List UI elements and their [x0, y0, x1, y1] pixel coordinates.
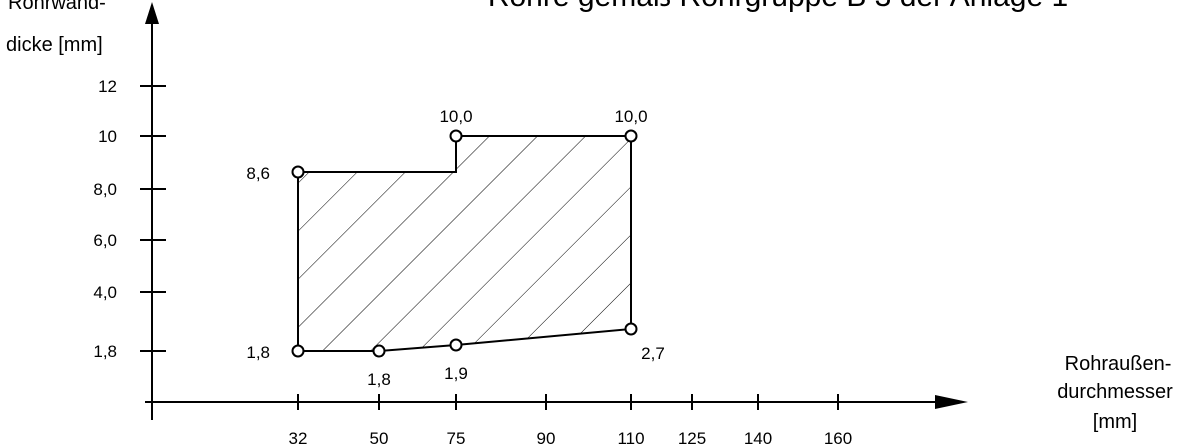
hatched-fill [298, 136, 631, 351]
boundary-point-label: 8,6 [246, 164, 270, 183]
boundary-point-label: 2,7 [641, 344, 665, 363]
y-tick-label: 8,0 [93, 180, 117, 199]
boundary-points: 1,8 1,8 1,9 2,7 10,0 10,0 8,6 [246, 107, 664, 389]
valid-range-area [297, 135, 632, 352]
boundary-point-label: 10,0 [614, 107, 647, 126]
diagram-title: Rohre gemäß Rohrgruppe B 3 der Anlage 1 [488, 0, 1068, 13]
boundary-point-label: 1,8 [246, 343, 270, 362]
boundary-point-label: 10,0 [439, 107, 472, 126]
y-axis-arrowhead [145, 2, 159, 24]
boundary-point-marker [291, 344, 305, 358]
boundary-point-marker [372, 344, 386, 358]
x-tick-label: 110 [617, 429, 644, 448]
x-axis-arrowhead [935, 395, 968, 409]
y-tick-label: 10 [98, 127, 117, 146]
boundary-point-label: 1,8 [367, 370, 391, 389]
y-tick-label: 4,0 [93, 283, 117, 302]
x-axis-ticks: 32 50 75 90 110 125 140 160 [151, 394, 852, 448]
y-axis-title-line1: Rohrwand- [8, 0, 106, 14]
x-tick-label: 32 [289, 429, 308, 448]
boundary-point-marker [624, 129, 638, 143]
boundary-point-marker [291, 165, 305, 179]
x-tick-label: 160 [824, 429, 852, 448]
y-axis-title-line2: dicke [mm] [6, 34, 103, 56]
x-axis-title-line3: [mm] [1093, 411, 1137, 433]
boundary-point-marker [449, 338, 463, 352]
x-axis-title-line2: durchmesser [1057, 381, 1173, 403]
y-axis-ticks: 1,8 4,0 6,0 8,0 10 12 [93, 77, 166, 361]
x-tick-label: 140 [744, 429, 772, 448]
x-tick-label: 90 [537, 429, 556, 448]
boundary-point-marker [624, 322, 638, 336]
x-tick-label: 125 [678, 429, 706, 448]
x-axis-title-line1: Rohraußen- [1065, 353, 1172, 375]
x-tick-label: 50 [370, 429, 389, 448]
y-tick-label: 12 [98, 77, 117, 96]
boundary-point-marker [449, 129, 463, 143]
y-tick-label: 6,0 [93, 231, 117, 250]
boundary-point-label: 1,9 [444, 364, 468, 383]
y-tick-label: 1,8 [93, 342, 117, 361]
x-tick-label: 75 [447, 429, 466, 448]
